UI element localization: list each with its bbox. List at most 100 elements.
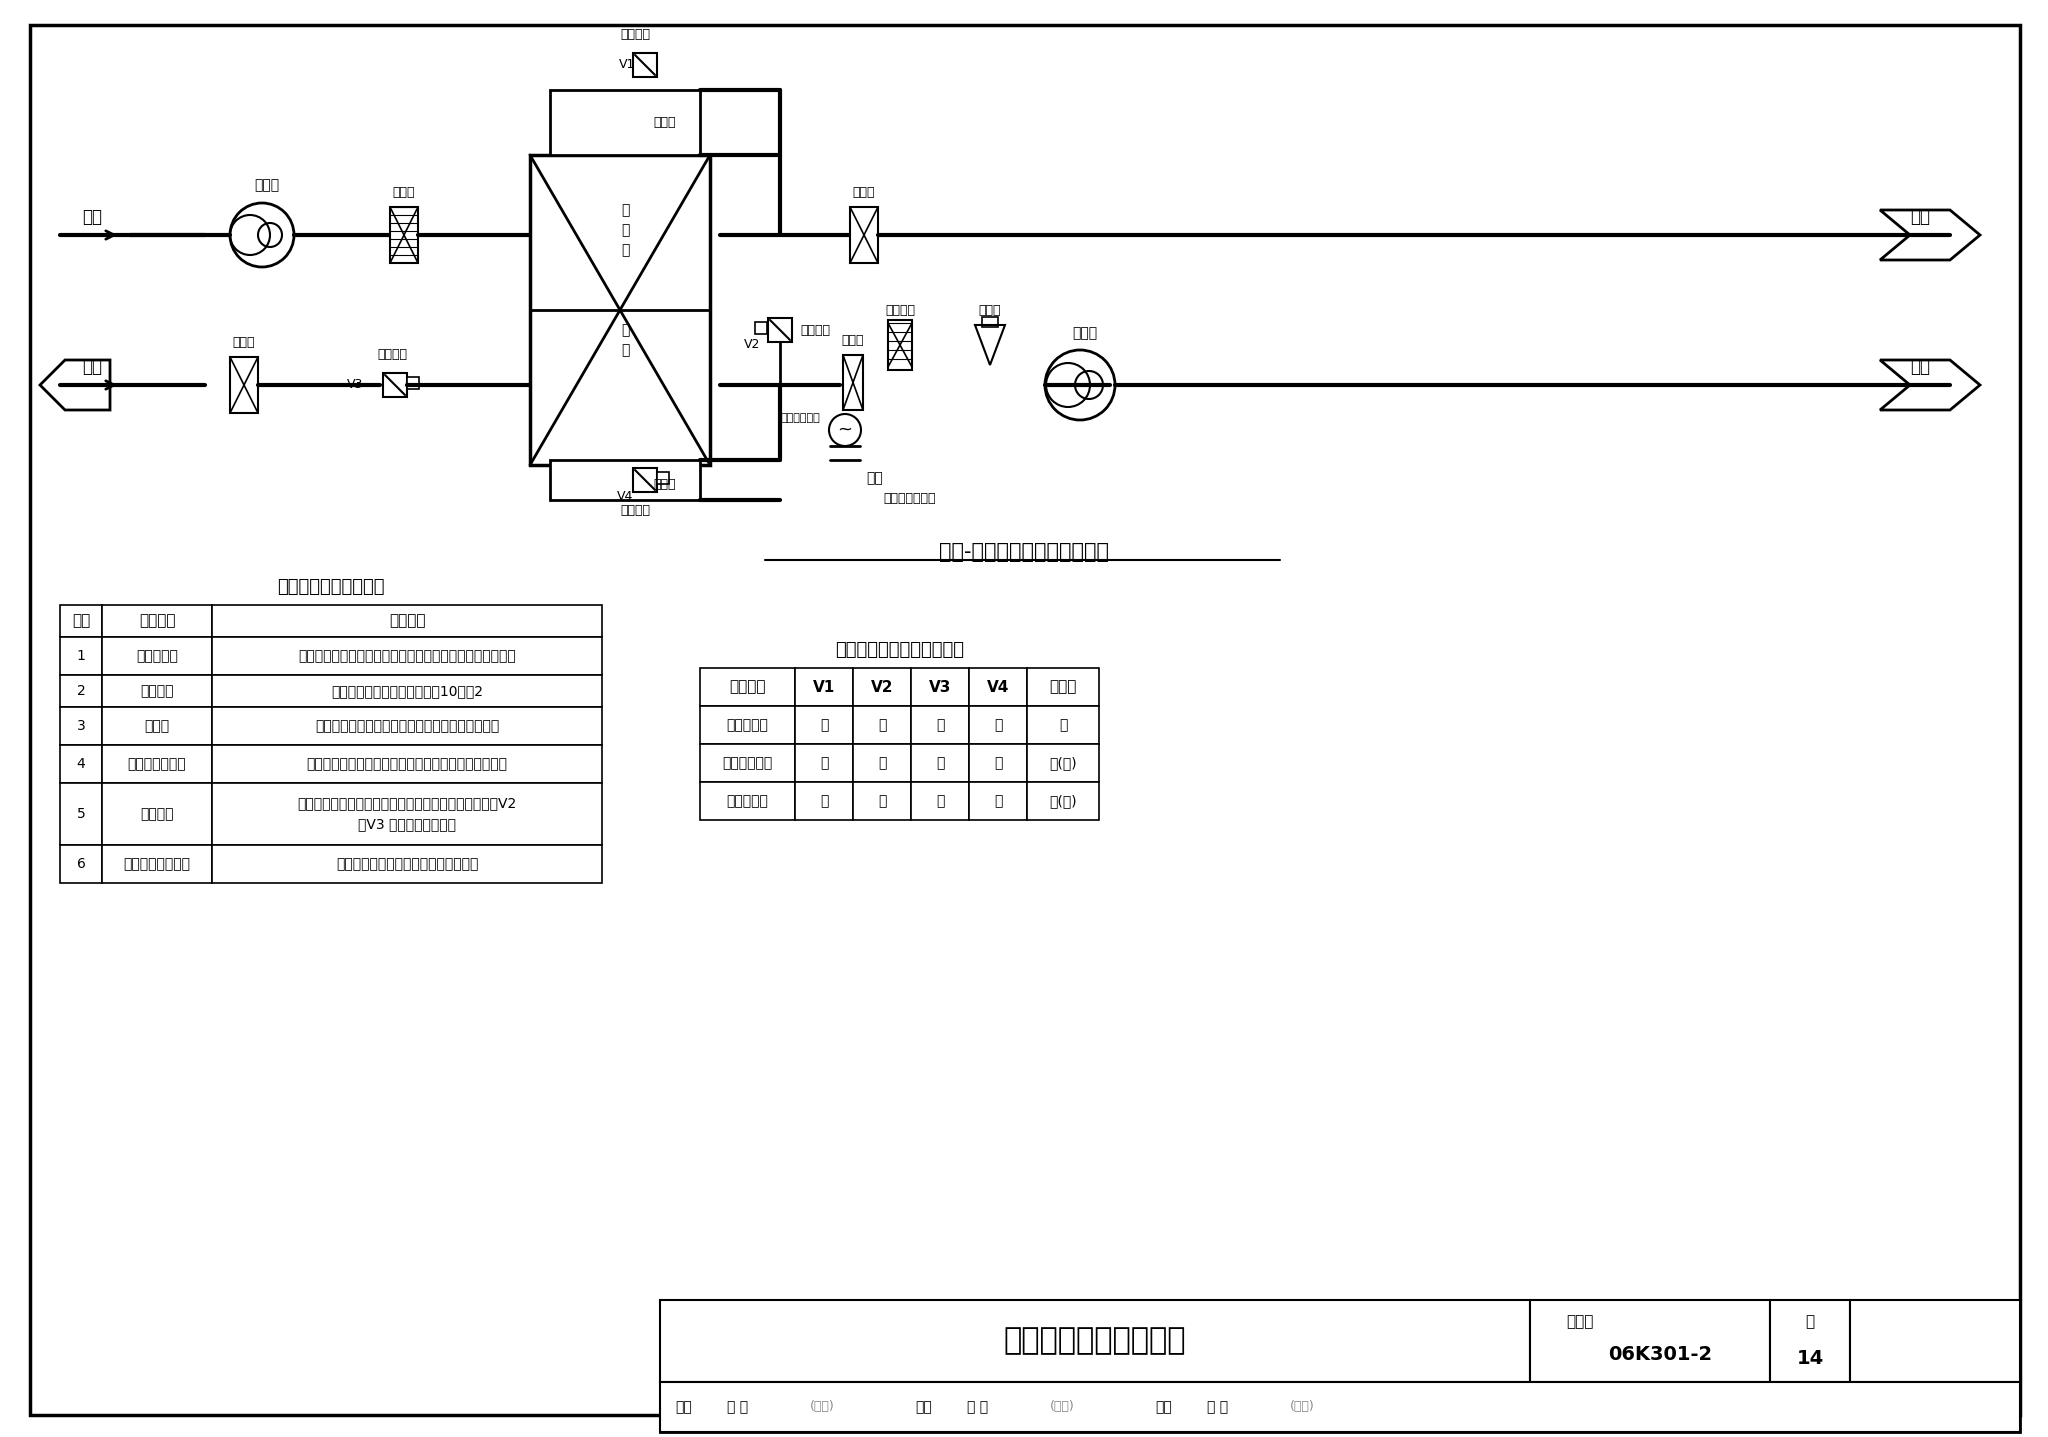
Bar [213,783,602,845]
Text: 冷热盘管: 冷热盘管 [885,303,915,316]
Text: 装置适合于转轮式、板式、板翅式、热管式以及溶液吸收式: 装置适合于转轮式、板式、板翅式、热管式以及溶液吸收式 [299,650,516,662]
Text: 无: 无 [879,718,887,731]
Bar [1026,668,1100,706]
Text: 季 伟: 季 伟 [727,1400,748,1414]
Text: 部分旁通设置: 部分旁通设置 [723,756,772,770]
Bar [795,744,854,782]
Bar [229,356,258,412]
Text: 收: 收 [621,243,629,257]
Text: 回风: 回风 [866,471,883,486]
Text: 1: 1 [76,650,86,662]
Text: 电动风阀: 电动风阀 [729,680,766,694]
Text: 4: 4 [76,757,86,772]
Text: 旁通管: 旁通管 [653,116,676,129]
Text: 空气-空气热回收装置系统流程: 空气-空气热回收装置系统流程 [938,542,1110,562]
Text: 设计: 设计 [1155,1400,1171,1414]
Text: 设置要求: 设置要求 [389,614,426,628]
Text: 过滤器: 过滤器 [842,335,864,348]
Bar [700,782,795,821]
Bar [854,668,911,706]
Bar [1026,706,1100,744]
Text: 无: 无 [993,718,1001,731]
Bar [911,744,969,782]
Text: 加湿、回风及盘管: 加湿、回风及盘管 [123,856,190,871]
Bar [700,706,795,744]
Bar [844,355,862,410]
Bar [59,605,102,637]
Text: 旁通管: 旁通管 [653,479,676,491]
Bar [59,637,102,675]
Text: 有: 有 [936,795,944,808]
Bar [981,318,997,328]
Bar [969,744,1026,782]
Text: 14: 14 [1796,1348,1823,1368]
Text: 装: 装 [621,323,629,338]
Text: (签字): (签字) [811,1401,836,1414]
Text: V2: V2 [743,338,760,351]
Text: (签字): (签字) [1290,1401,1315,1414]
Text: 有: 有 [879,795,887,808]
Text: ~: ~ [838,421,852,438]
Text: 赵 民: 赵 民 [1206,1400,1229,1414]
Text: 有: 有 [993,756,1001,770]
Bar [795,782,854,821]
Bar [551,91,700,155]
Text: 无: 无 [879,756,887,770]
Text: 过滤器: 过滤器 [852,187,874,200]
Bar [59,845,102,882]
Bar [911,782,969,821]
Text: 无: 无 [1059,718,1067,731]
Text: V4: V4 [987,680,1010,694]
Text: 电动调节风阀: 电动调节风阀 [780,412,819,422]
Text: V3: V3 [346,378,362,391]
Bar [102,675,213,707]
Bar [102,637,213,675]
Text: 处理风量大且非热回收期使用时间较长时，宜采用旁通: 处理风量大且非热回收期使用时间较长时，宜采用旁通 [307,757,508,772]
Bar [969,706,1026,744]
Bar [408,376,420,389]
Text: 新风: 新风 [82,358,102,376]
Text: 非基本型选择项: 非基本型选择项 [885,491,936,504]
Text: V3: V3 [930,680,950,694]
Text: 回: 回 [621,223,629,237]
Text: 有(大): 有(大) [1049,795,1077,808]
Bar [530,155,711,466]
Bar [700,668,795,706]
Bar [911,668,969,706]
Bar [389,207,418,263]
Bar [768,318,793,342]
Text: 图中为常规设置，手动或电动（双位或调节）可选择。V2: 图中为常规设置，手动或电动（双位或调节）可选择。V2 [297,796,516,810]
Bar [102,783,213,845]
Bar [102,605,213,637]
Bar [633,468,657,491]
Bar [213,637,602,675]
Text: 电动风阀: 电动风阀 [801,323,829,336]
Text: 送排风机: 送排风机 [139,684,174,698]
Text: 设备名称: 设备名称 [139,614,176,628]
Bar [1530,1300,1769,1382]
Text: V2: V2 [870,680,893,694]
Text: 加湿器: 加湿器 [979,303,1001,316]
Bar [59,744,102,783]
Bar [383,374,408,397]
Bar [213,707,602,744]
Bar [657,471,670,484]
Text: 过滤器: 过滤器 [145,718,170,733]
Text: 电动风阀: 电动风阀 [139,808,174,821]
Text: 置: 置 [621,343,629,356]
Text: 电动风阀: 电动风阀 [621,503,649,516]
Text: 送风: 送风 [1911,358,1929,376]
Text: 3: 3 [76,718,86,733]
Text: 有: 有 [993,795,1001,808]
Text: 电动风阀: 电动风阀 [621,29,649,42]
Bar [700,744,795,782]
Text: 过滤器: 过滤器 [393,187,416,200]
Bar [213,605,602,637]
Bar [756,322,768,333]
Text: 旁通管及旁通阀: 旁通管及旁通阀 [127,757,186,772]
Bar [213,845,602,882]
Text: 排风: 排风 [82,208,102,226]
Text: 审核: 审核 [676,1400,692,1414]
Text: 5: 5 [76,808,86,821]
Text: 校对: 校对 [915,1400,932,1414]
